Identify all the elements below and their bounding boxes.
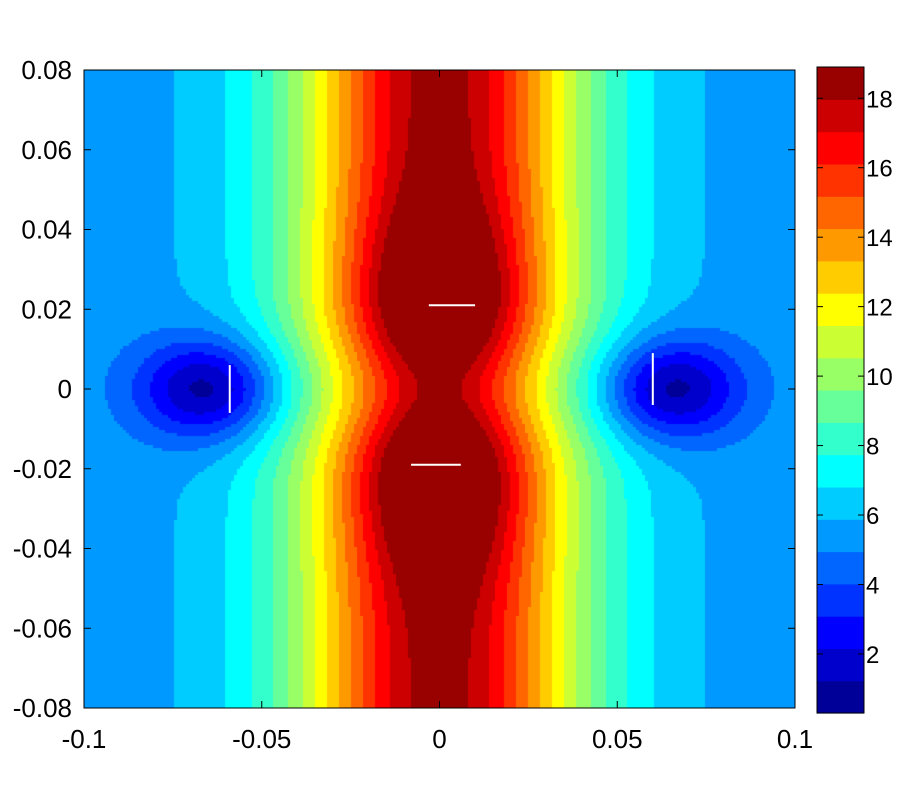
x-tick-label: 0.05: [592, 724, 643, 754]
colorbar-tick-label: 16: [866, 156, 893, 183]
colorbar-band: [817, 454, 864, 488]
heatmap-raster: [84, 70, 795, 708]
colorbar-band: [817, 325, 864, 359]
colorbar-tick-label: 14: [866, 225, 893, 252]
x-axis: -0.1 -0.05 0 0.05 0.1: [62, 70, 813, 754]
colorbar-tick-label: 4: [866, 572, 879, 599]
colorbar-band: [817, 357, 864, 391]
y-tick-label: 0.08: [21, 55, 72, 85]
marker-layer: [228, 304, 654, 466]
y-tick-label: -0.08: [13, 693, 72, 723]
colorbar-frame: [816, 66, 865, 714]
colorbar-tick-label: 12: [866, 295, 893, 322]
x-tick-label: 0: [432, 724, 446, 754]
y-tick-label: 0.02: [21, 294, 72, 324]
colorbar-band: [817, 680, 864, 714]
colorbar-band: [817, 422, 864, 456]
x-tick-label: 0.1: [777, 724, 813, 754]
x-tick-label: -0.1: [62, 724, 107, 754]
y-tick-label: -0.06: [13, 613, 72, 643]
y-tick-label: -0.04: [13, 534, 72, 564]
colorbar-band: [817, 519, 864, 553]
y-tick-label: 0.06: [21, 135, 72, 165]
colorbar-band: [817, 99, 864, 133]
colorbar-band: [817, 196, 864, 230]
colorbar-band: [817, 551, 864, 585]
colorbar-band: [817, 260, 864, 294]
colorbar-band: [817, 67, 864, 100]
colorbar-band: [817, 616, 864, 649]
colorbar-tick-label: 10: [866, 364, 893, 391]
colorbar-band: [817, 648, 864, 682]
colorbar-tick-label: 2: [866, 642, 879, 669]
colorbar-tick-label: 18: [866, 86, 893, 113]
colorbar-band: [817, 293, 864, 326]
y-tick-label: 0.04: [21, 215, 72, 245]
colorbar-band: [817, 228, 864, 262]
y-axis: 0.08 0.06 0.04 0.02 0 -0.02 -0.04 -0.06 -0.08: [13, 55, 795, 723]
colorbar-band: [817, 583, 864, 617]
x-tick-label: -0.05: [232, 724, 291, 754]
colorbar-tick-label: 8: [866, 434, 879, 461]
colorbar: 18 16 14 12 10 8 6 4 2: [816, 66, 893, 714]
colorbar-band: [817, 131, 864, 165]
heatmap-image: [84, 70, 795, 708]
y-tick-label: 0: [58, 374, 72, 404]
colorbar-band: [817, 486, 864, 520]
colorbar-tick-label: 6: [866, 503, 879, 530]
y-tick-label: -0.02: [13, 454, 72, 484]
colorbar-band: [817, 390, 864, 423]
colorbar-band: [817, 163, 864, 197]
